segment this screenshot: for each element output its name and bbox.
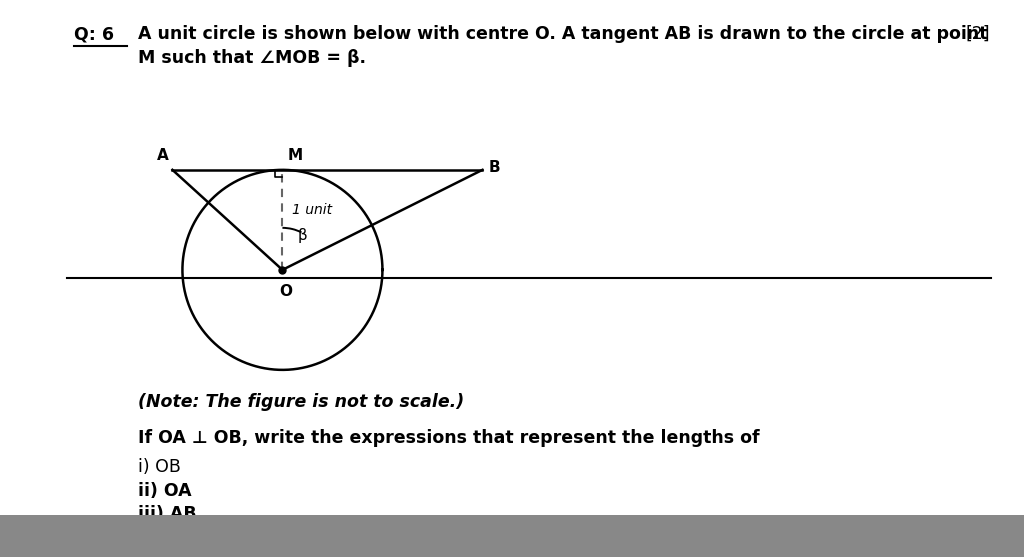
Text: A: A	[157, 148, 168, 163]
Text: If OA ⊥ OB, write the expressions that represent the lengths of: If OA ⊥ OB, write the expressions that r…	[138, 429, 760, 447]
Text: (Note: The figure is not to scale.): (Note: The figure is not to scale.)	[138, 393, 465, 411]
Text: iii) AB: iii) AB	[138, 505, 197, 523]
Text: β: β	[298, 228, 307, 243]
Text: ii) OA: ii) OA	[138, 482, 191, 500]
Text: A unit circle is shown below with centre O. A tangent AB is drawn to the circle : A unit circle is shown below with centre…	[138, 25, 988, 43]
Text: [2]: [2]	[966, 25, 990, 43]
Text: M: M	[288, 148, 302, 163]
Text: i) OB: i) OB	[138, 458, 181, 476]
Text: M such that ∠MOB = β.: M such that ∠MOB = β.	[138, 49, 367, 67]
Text: Q: 6: Q: 6	[74, 25, 114, 43]
Text: O: O	[279, 284, 292, 299]
Text: 1 unit: 1 unit	[293, 203, 333, 217]
Text: B: B	[488, 160, 500, 175]
